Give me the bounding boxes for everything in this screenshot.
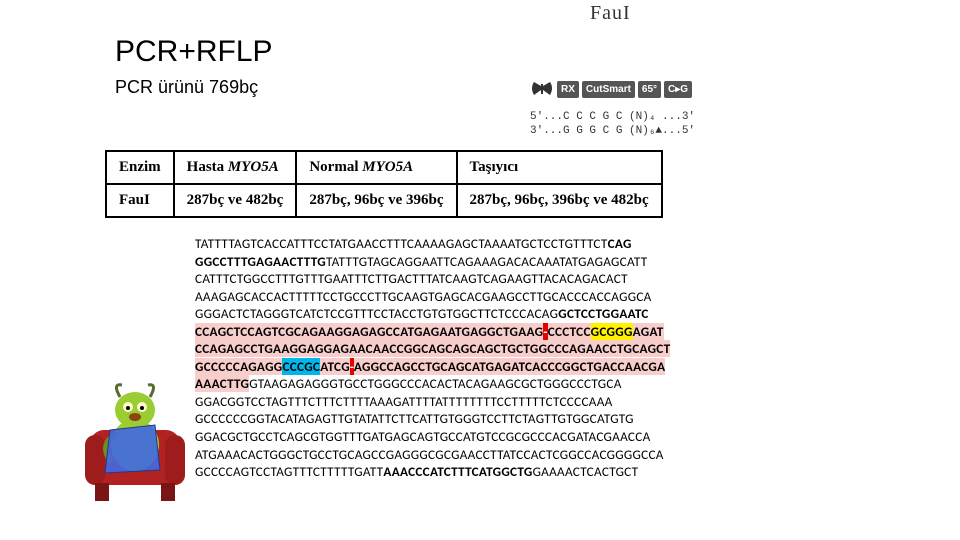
cell-tasiyici: 287bç, 96bç, 396bç ve 482bç — [457, 184, 662, 217]
cell-normal: 287bç, 96bç ve 396bç — [296, 184, 456, 217]
seq-line-9: AAACTTGGTAAGAGAGGGTGCCTGGGCCCACACTACAGAA… — [195, 375, 670, 393]
seq-line-6: CCAGCTCCAGTCGCAGAAGGAGAGCCATGAGAATGAGGCT… — [195, 323, 670, 341]
butterfly-icon — [530, 80, 554, 98]
enzyme-badge-row: RX CutSmart 65° C▸G — [530, 80, 692, 98]
seq-line-12: GGACGCTGCCTCAGCGTGGTTTGATGAGCAGTGCCATGTC… — [195, 428, 670, 446]
seq-line-5: GGGACTCTAGGGTCATCTCCGTTTCCTACCTGTGTGGCTT… — [195, 305, 670, 323]
seq-line-14: GCCCCAGTCCTAGTTTCTTTTTGATTAAACCCATCTTTCA… — [195, 463, 670, 481]
page-subtitle: PCR ürünü 769bç — [115, 77, 258, 98]
table-header-row: Enzim Hasta MYO5A Normal MYO5A Taşıyıcı — [106, 151, 662, 184]
seq-line-8: GCCCCCAGAGGCCCGCATCG-AGGCCAGCCTGCAGCATGA… — [195, 358, 670, 376]
table-data-row: FauI 287bç ve 482bç 287bç, 96bç ve 396bç… — [106, 184, 662, 217]
header-hasta: Hasta MYO5A — [174, 151, 297, 184]
page-title: PCR+RFLP — [115, 35, 273, 69]
restriction-table: Enzim Hasta MYO5A Normal MYO5A Taşıyıcı … — [105, 150, 663, 218]
enzyme-name-label: FauI — [590, 2, 631, 25]
seq-line-2: GGCCTTTGAGAACTTTGTATTTGTAGCAGGAATTCAGAAA… — [195, 253, 670, 271]
recseq-line2: 3'...G G G C G (N)₆▲...5' — [530, 125, 695, 137]
cell-hasta: 287bç ve 482bç — [174, 184, 297, 217]
cell-enzyme: FauI — [106, 184, 174, 217]
recseq-line1: 5'...C C C G C (N)₄ ...3' — [530, 111, 695, 123]
badge-cutsmart: CutSmart — [582, 81, 635, 98]
seq-line-7: CCAGAGCCTGAAGGAGGAGAACAACCGGCAGCAGCAGCTG… — [195, 340, 670, 358]
sequence-block: TATTTTAGTCACCATTTCCTATGAACCTTTCAAAAGAGCT… — [195, 235, 670, 481]
badge-rx: RX — [557, 81, 579, 98]
seq-line-10: GGACGGTCCTAGTTTCTTTCTTTTAAAGATTTTATTTTTT… — [195, 393, 670, 411]
header-tasiyici: Taşıyıcı — [457, 151, 662, 184]
seq-line-1: TATTTTAGTCACCATTTCCTATGAACCTTTCAAAAGAGCT… — [195, 235, 670, 253]
header-normal: Normal MYO5A — [296, 151, 456, 184]
cartoon-creature-icon — [80, 375, 190, 505]
seq-line-4: AAAGAGCACCACTTTTTCCTGCCCTTGCAAGTGAGCACGA… — [195, 288, 670, 306]
badge-cpg: C▸G — [664, 81, 692, 98]
seq-line-13: ATGAAACACTGGGCTGCCTGCAGCCGAGGGCGCGAACCTT… — [195, 446, 670, 464]
seq-line-11: GCCCCCCGGTACATAGAGTTGTATATTCTTCATTGTGGGT… — [195, 410, 670, 428]
badge-temp: 65° — [638, 81, 661, 98]
seq-line-3: CATTTCTGGCCTTTGTTTGAATTTCTTGACTTTATCAAGT… — [195, 270, 670, 288]
header-enzim: Enzim — [106, 151, 174, 184]
recognition-sequence: 5'...C C C G C (N)₄ ...3' 3'...G G G C G… — [530, 110, 695, 139]
